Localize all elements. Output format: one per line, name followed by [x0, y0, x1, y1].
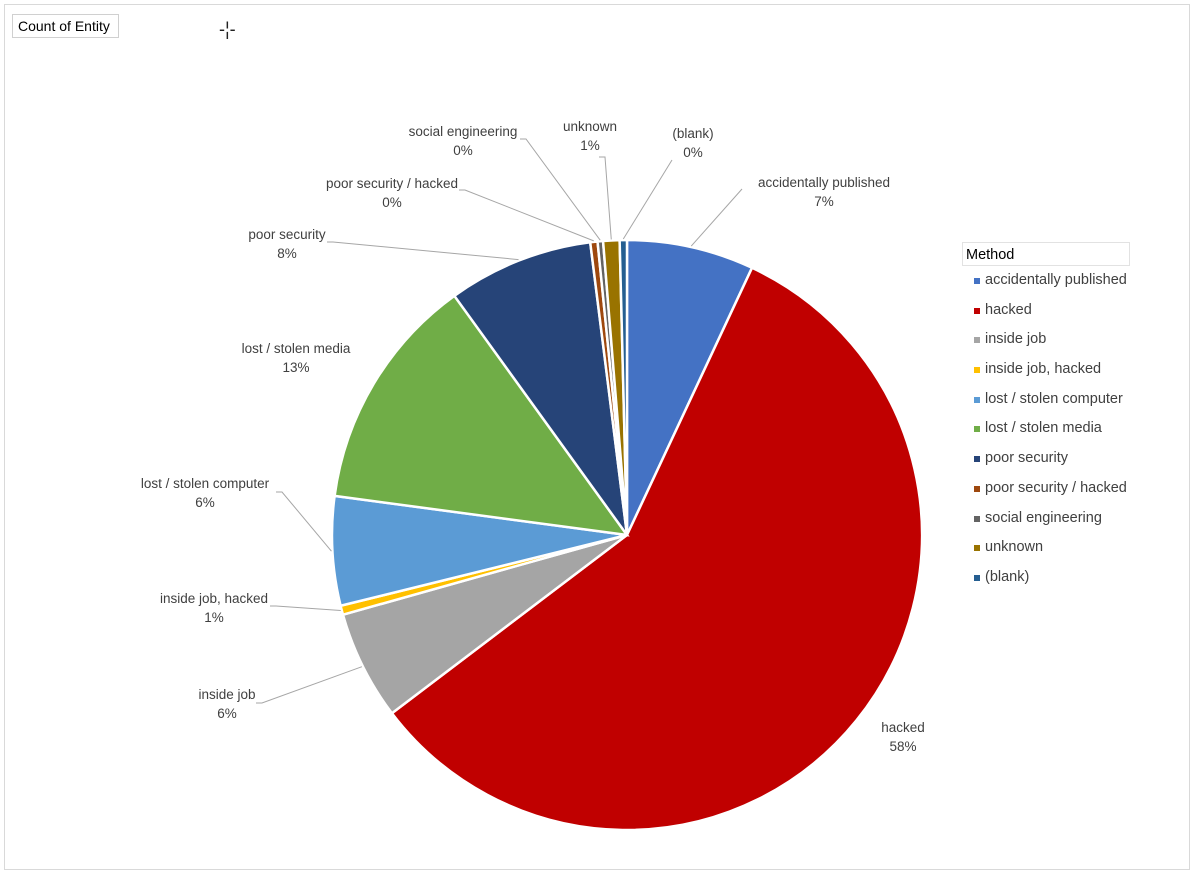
- data-label-name-poor-security: poor security: [248, 227, 326, 242]
- data-label-name-lost-stolen-media: lost / stolen media: [242, 341, 351, 356]
- data-label-pct-poor-security: 8%: [277, 246, 297, 261]
- legend-swatch-icon: [974, 396, 980, 403]
- slice-lost-stolen-media[interactable]: [333, 294, 630, 537]
- leader-line-poor-security: [327, 241, 519, 261]
- legend-label: lost / stolen computer: [985, 390, 1123, 407]
- legend-item-lost-stolen-computer[interactable]: lost / stolen computer: [962, 385, 1130, 415]
- legend-item-blank[interactable]: (blank): [962, 563, 1130, 593]
- legend-label: poor security: [985, 450, 1069, 467]
- legend-swatch-icon: [974, 515, 980, 522]
- legend-swatch-icon: [974, 278, 980, 284]
- crosshair-cursor-icon: -¦-: [219, 19, 236, 39]
- data-label-name-unknown: unknown: [563, 119, 617, 134]
- legend-item-poor-security-hacked[interactable]: poor security / hacked: [962, 474, 1130, 504]
- leader-line-accidentally-published: [690, 188, 743, 247]
- slice-hacked[interactable]: [390, 266, 924, 832]
- data-label-name-inside-job: inside job: [198, 687, 255, 702]
- legend-label: social engineering: [985, 509, 1102, 526]
- legend-label: poor security / hacked: [985, 479, 1127, 496]
- legend-swatch-icon: [974, 485, 980, 492]
- legend-label: lost / stolen media: [985, 420, 1102, 437]
- legend-item-hacked[interactable]: hacked: [962, 296, 1130, 326]
- slice-poor-security[interactable]: [452, 240, 629, 536]
- legend-swatch-icon: [974, 456, 980, 463]
- data-label-name-lost-stolen-computer: lost / stolen computer: [141, 476, 270, 491]
- data-label-pct-accidentally-published: 7%: [814, 194, 834, 209]
- data-label-name-blank: (blank): [672, 126, 713, 141]
- legend-item-accidentally-published[interactable]: accidentally published: [962, 266, 1130, 296]
- field-button-count-of-entity[interactable]: Count of Entity: [12, 14, 119, 38]
- data-label-pct-poor-security-hacked: 0%: [382, 195, 402, 210]
- legend-label: accidentally published: [985, 272, 1127, 288]
- leader-line-social-engineering: [520, 138, 601, 241]
- legend-item-inside-job[interactable]: inside job: [962, 325, 1130, 355]
- legend-title[interactable]: Method: [962, 242, 1130, 266]
- legend-swatch-icon: [974, 426, 980, 433]
- leader-line-inside-job-hacked: [270, 605, 341, 611]
- legend-item-social-engineering[interactable]: social engineering: [962, 504, 1130, 534]
- data-label-name-social-engineering: social engineering: [409, 124, 518, 139]
- slice-accidentally-published[interactable]: [625, 238, 754, 536]
- legend-swatch-icon: [974, 574, 980, 581]
- data-label-pct-lost-stolen-media: 13%: [282, 360, 309, 375]
- legend-swatch-icon: [974, 307, 980, 314]
- pie-slices: [330, 238, 924, 832]
- legend-label: (blank): [985, 568, 1030, 585]
- leader-line-poor-security-hacked: [459, 189, 594, 242]
- data-labels: accidentally published 7% hacked 58% inside …: [141, 119, 925, 754]
- legend-item-inside-job-hacked[interactable]: inside job, hacked: [962, 355, 1130, 385]
- data-label-pct-lost-stolen-computer: 6%: [195, 495, 215, 510]
- data-label-name-inside-job-hacked: inside job, hacked: [160, 591, 268, 606]
- legend-label: inside job: [985, 331, 1047, 348]
- data-label-pct-inside-job-hacked: 1%: [204, 610, 224, 625]
- legend-swatch-icon: [974, 367, 980, 374]
- slice-blank[interactable]: [618, 238, 629, 536]
- leader-line-lost-stolen-computer: [276, 491, 332, 552]
- leader-line-unknown: [599, 156, 612, 240]
- leader-lines: [256, 138, 743, 704]
- leader-line-inside-job: [256, 666, 363, 704]
- legend-label: hacked: [985, 301, 1032, 318]
- legend-swatch-icon: [974, 337, 980, 344]
- legend-swatch-icon: [974, 545, 980, 552]
- data-label-name-accidentally-published: accidentally published: [758, 175, 890, 190]
- leader-line-blank: [622, 159, 673, 240]
- data-label-pct-inside-job: 6%: [217, 706, 237, 721]
- legend-item-lost-stolen-media[interactable]: lost / stolen media: [962, 414, 1130, 444]
- data-label-pct-hacked: 58%: [889, 739, 916, 754]
- legend: Method accidentally published hacked insid…: [962, 242, 1130, 593]
- legend-label: inside job, hacked: [985, 361, 1102, 378]
- data-label-pct-social-engineering: 0%: [453, 143, 473, 158]
- legend-item-unknown[interactable]: unknown: [962, 533, 1130, 563]
- legend-label: unknown: [985, 539, 1044, 556]
- legend-item-poor-security[interactable]: poor security: [962, 444, 1130, 474]
- data-label-name-poor-security-hacked: poor security / hacked: [326, 176, 458, 191]
- data-label-pct-unknown: 1%: [580, 138, 600, 153]
- data-label-pct-blank: 0%: [683, 145, 703, 160]
- data-label-name-hacked: hacked: [881, 720, 925, 735]
